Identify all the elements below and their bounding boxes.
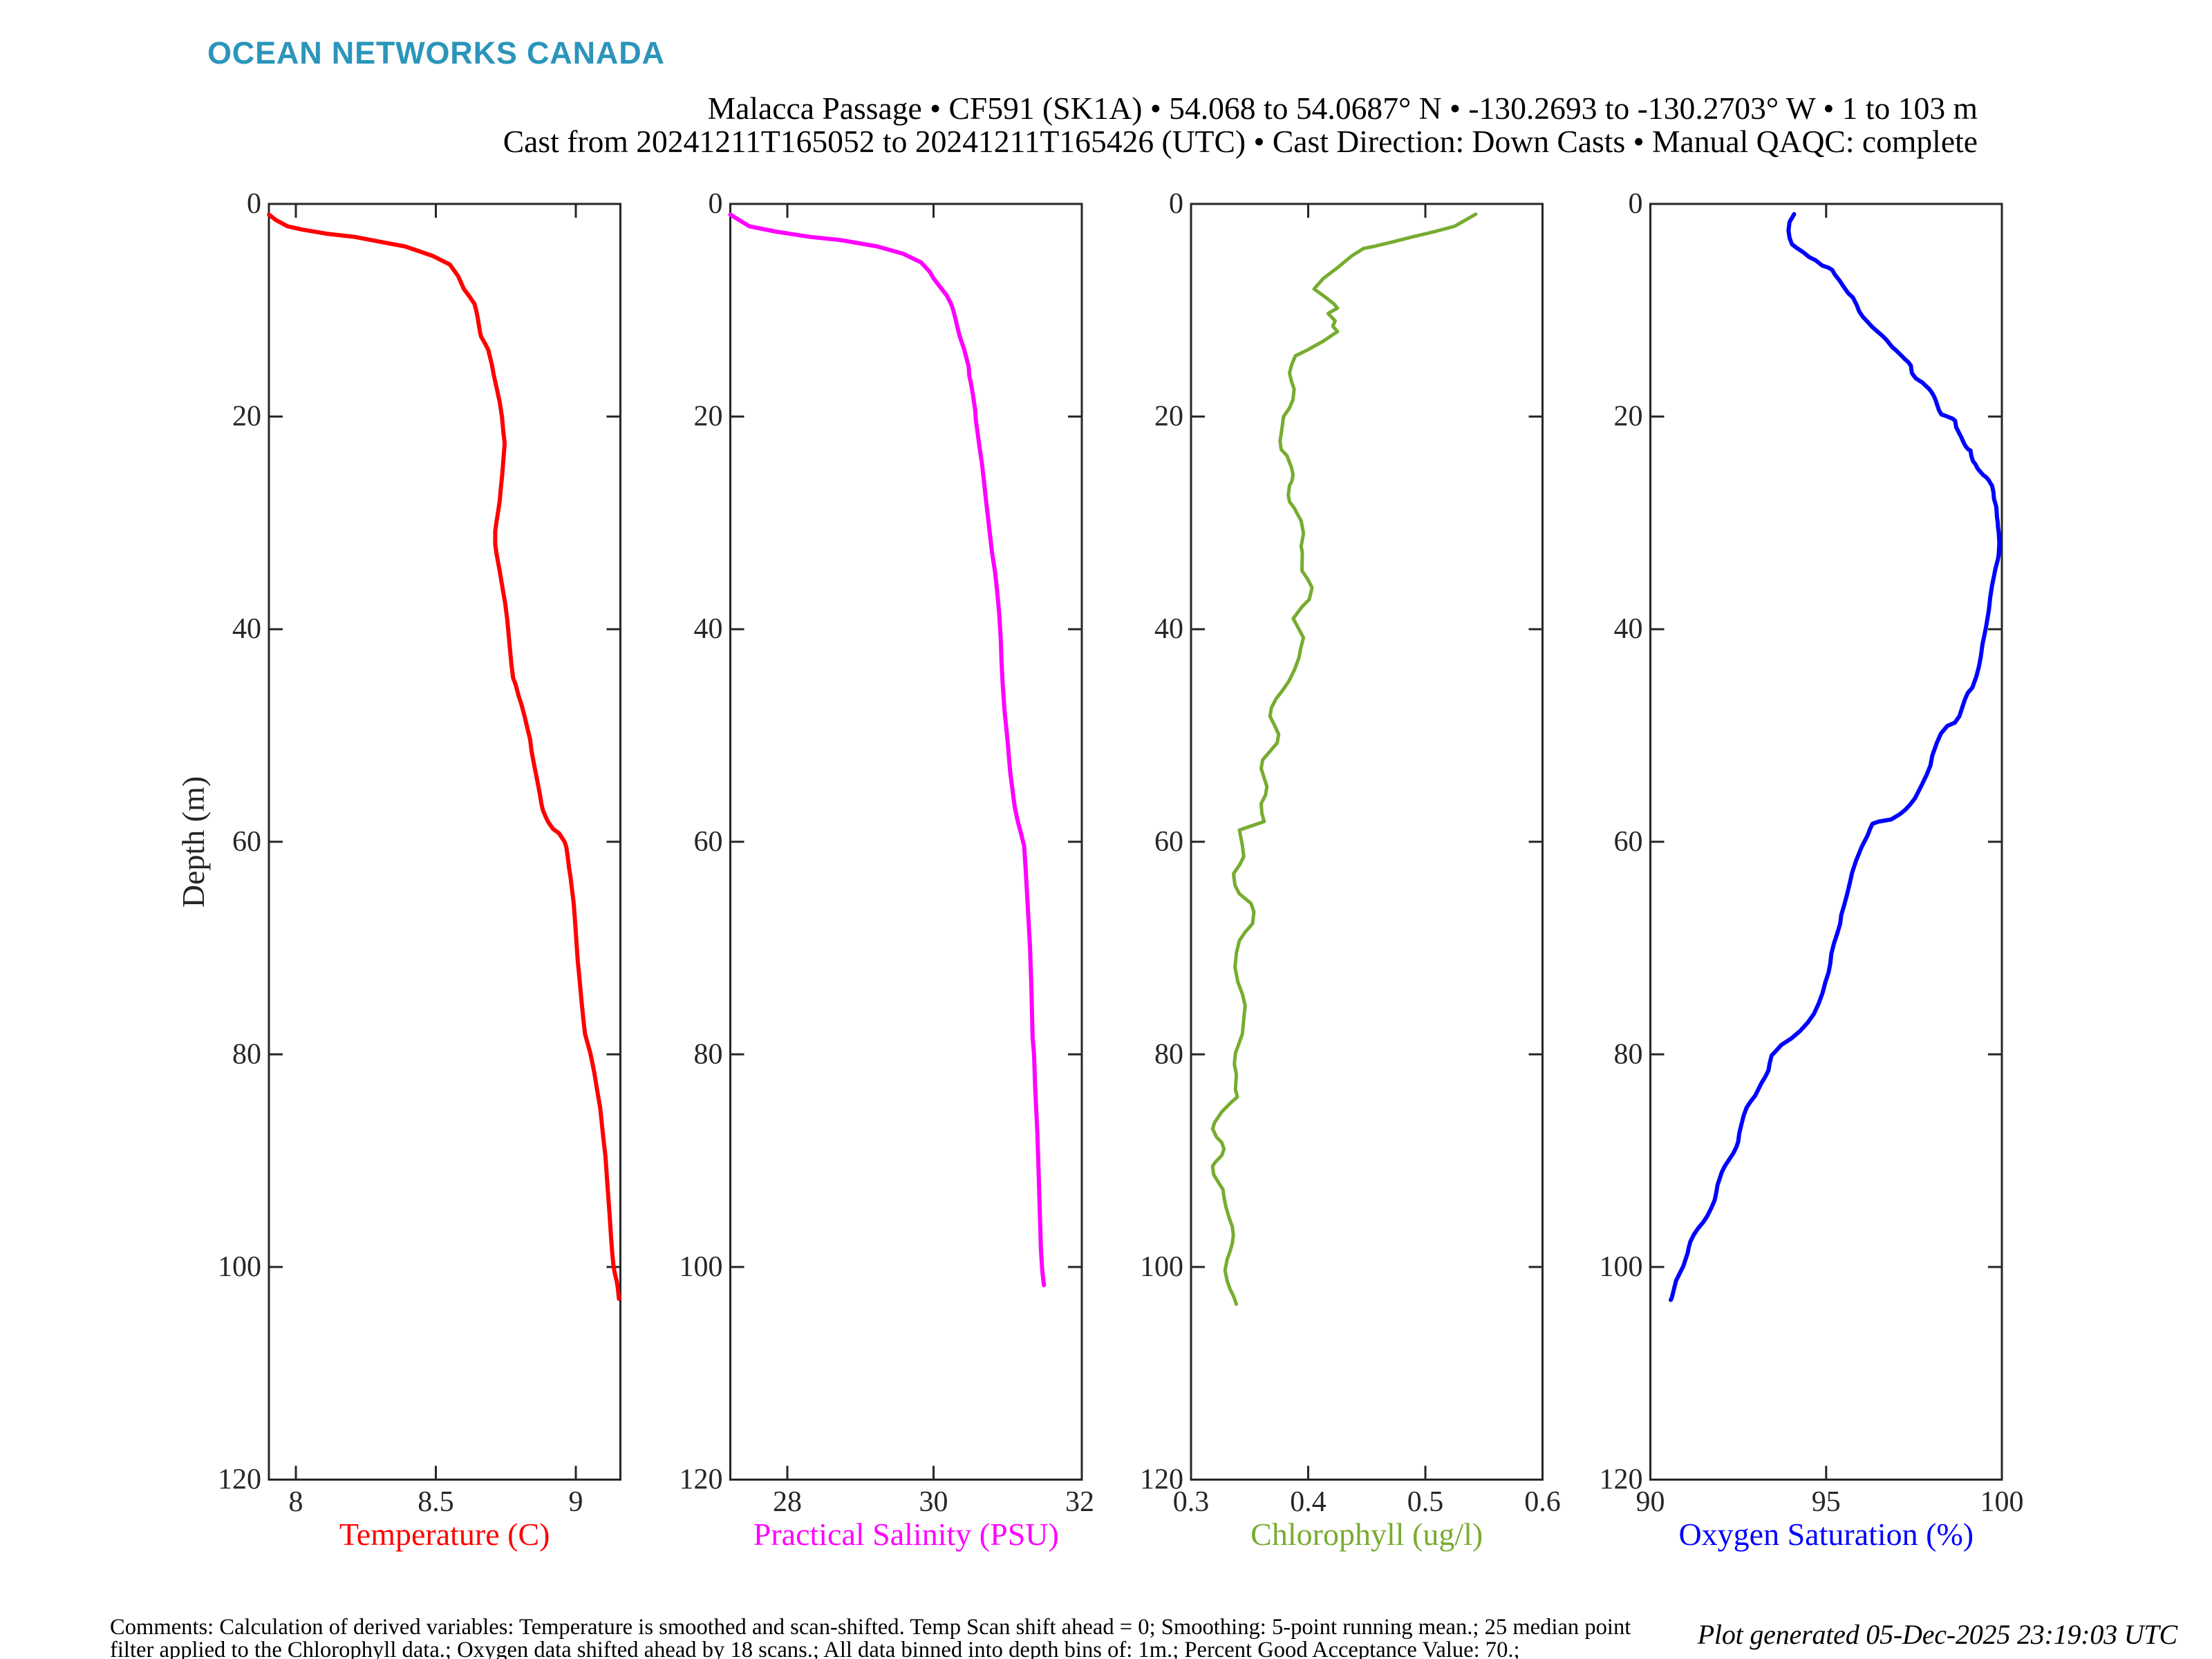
svg-text:Cast from 20241211T165052 to 2: Cast from 20241211T165052 to 20241211T16… xyxy=(503,124,1978,159)
svg-text:Malacca Passage • CF591 (SK1A): Malacca Passage • CF591 (SK1A) • 54.068 … xyxy=(708,91,1978,126)
svg-text:60: 60 xyxy=(1154,826,1183,858)
svg-text:Depth (m): Depth (m) xyxy=(176,776,211,908)
svg-text:Chlorophyll (ug/l): Chlorophyll (ug/l) xyxy=(1250,1517,1483,1552)
svg-text:Temperature (C): Temperature (C) xyxy=(339,1517,550,1552)
svg-text:80: 80 xyxy=(694,1038,723,1070)
svg-text:0: 0 xyxy=(1169,188,1183,220)
svg-text:100: 100 xyxy=(1140,1251,1183,1283)
svg-text:9: 9 xyxy=(569,1486,583,1518)
svg-text:20: 20 xyxy=(1614,401,1643,433)
svg-text:120: 120 xyxy=(218,1464,261,1496)
svg-text:0.3: 0.3 xyxy=(1173,1486,1210,1518)
svg-text:100: 100 xyxy=(218,1251,261,1283)
svg-text:120: 120 xyxy=(1140,1464,1183,1496)
svg-text:32: 32 xyxy=(1065,1486,1094,1518)
svg-text:0.5: 0.5 xyxy=(1407,1486,1444,1518)
svg-text:0: 0 xyxy=(247,188,261,220)
svg-text:80: 80 xyxy=(232,1038,261,1070)
svg-text:60: 60 xyxy=(694,826,723,858)
svg-text:80: 80 xyxy=(1614,1038,1643,1070)
svg-text:filter applied to the Chloroph: filter applied to the Chlorophyll data.;… xyxy=(110,1638,1520,1659)
svg-text:0.6: 0.6 xyxy=(1524,1486,1561,1518)
svg-text:95: 95 xyxy=(1812,1486,1841,1518)
svg-text:20: 20 xyxy=(694,401,723,433)
svg-text:0: 0 xyxy=(1629,188,1643,220)
svg-text:90: 90 xyxy=(1636,1486,1665,1518)
svg-text:8: 8 xyxy=(289,1486,303,1518)
svg-text:120: 120 xyxy=(1600,1464,1643,1496)
svg-text:0: 0 xyxy=(709,188,723,220)
svg-text:28: 28 xyxy=(773,1486,802,1518)
svg-text:Oxygen Saturation (%): Oxygen Saturation (%) xyxy=(1678,1517,1974,1552)
svg-text:Practical Salinity (PSU): Practical Salinity (PSU) xyxy=(753,1517,1059,1552)
svg-text:60: 60 xyxy=(1614,826,1643,858)
svg-text:120: 120 xyxy=(679,1464,723,1496)
svg-text:100: 100 xyxy=(1600,1251,1643,1283)
svg-text:OCEAN NETWORKS CANADA: OCEAN NETWORKS CANADA xyxy=(207,35,665,71)
svg-text:20: 20 xyxy=(232,401,261,433)
svg-text:80: 80 xyxy=(1154,1038,1183,1070)
svg-text:40: 40 xyxy=(1154,613,1183,645)
svg-text:Plot generated 05-Dec-2025 23:: Plot generated 05-Dec-2025 23:19:03 UTC xyxy=(1697,1619,2179,1650)
svg-text:100: 100 xyxy=(1980,1486,2024,1518)
svg-text:40: 40 xyxy=(232,613,261,645)
svg-text:30: 30 xyxy=(919,1486,948,1518)
svg-text:100: 100 xyxy=(679,1251,723,1283)
svg-text:20: 20 xyxy=(1154,401,1183,433)
svg-text:Comments: Calculation of deriv: Comments: Calculation of derived variabl… xyxy=(110,1615,1631,1640)
svg-text:40: 40 xyxy=(694,613,723,645)
svg-text:8.5: 8.5 xyxy=(418,1486,454,1518)
svg-text:40: 40 xyxy=(1614,613,1643,645)
svg-text:60: 60 xyxy=(232,826,261,858)
svg-text:0.4: 0.4 xyxy=(1290,1486,1327,1518)
